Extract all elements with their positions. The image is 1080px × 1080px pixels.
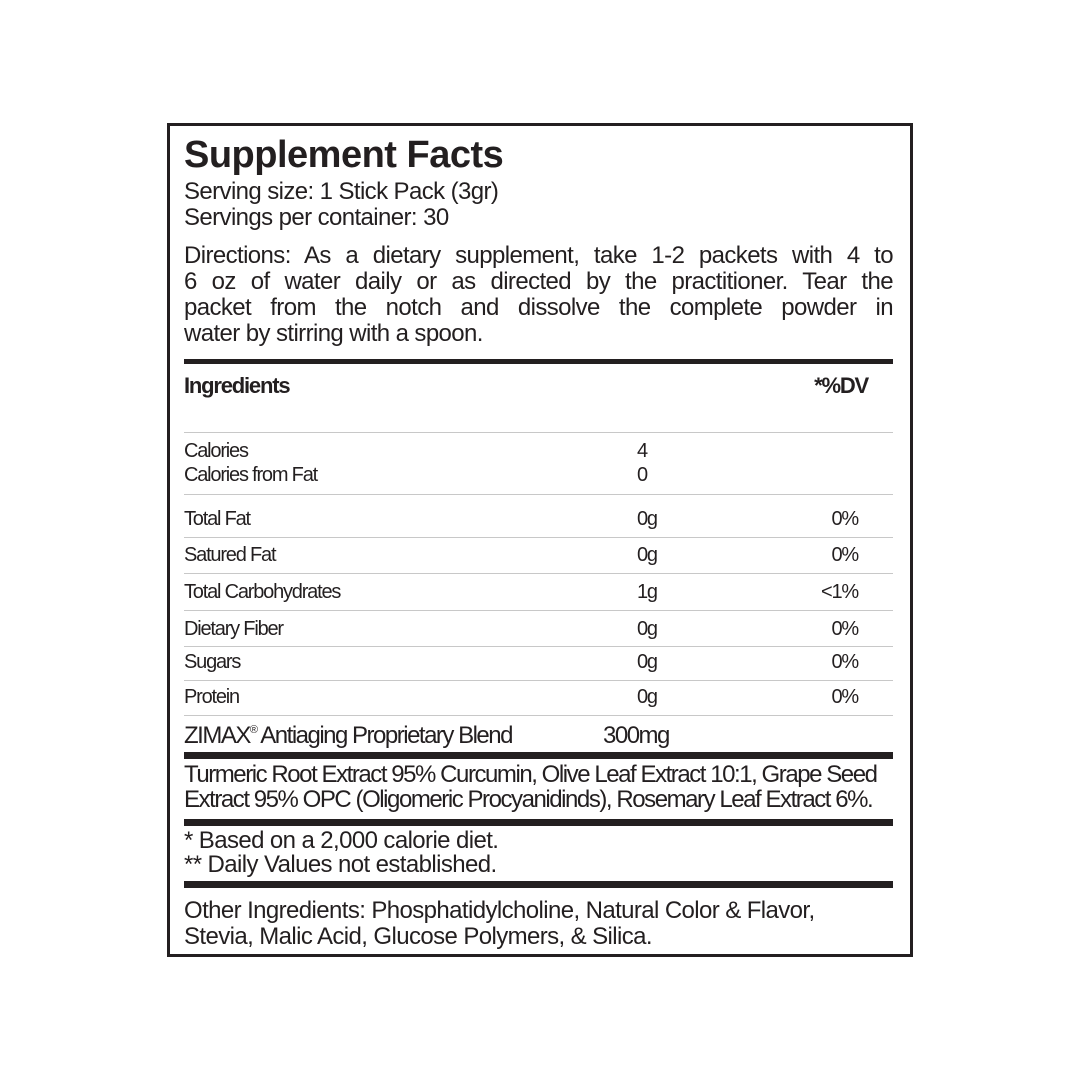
blend-label: ZIMAX® Antiaging Proprietary Blend bbox=[184, 722, 513, 749]
divider bbox=[184, 610, 893, 611]
ingredients-header: Ingredients bbox=[184, 373, 291, 398]
divider bbox=[184, 680, 893, 681]
nutrient-dv: <1% bbox=[821, 581, 859, 603]
directions-line: water by stirring with a spoon. bbox=[184, 320, 483, 347]
calories-value: 4 bbox=[637, 440, 648, 462]
blend-ingredients-line: Extract 95% OPC (Oligomeric Procyanidind… bbox=[184, 786, 874, 813]
divider-thick bbox=[184, 819, 893, 826]
dv-header: *%DV bbox=[814, 373, 869, 398]
nutrient-label: Dietary Fiber bbox=[184, 618, 284, 640]
nutrient-dv: 0% bbox=[831, 508, 859, 530]
nutrient-dv: 0% bbox=[831, 686, 859, 708]
footnote: ** Daily Values not established. bbox=[184, 851, 497, 878]
directions-line: packet from the notch and dissolve the c… bbox=[184, 294, 894, 321]
divider-thick bbox=[184, 359, 893, 364]
nutrient-amount: 0g bbox=[637, 651, 658, 673]
footnote: * Based on a 2,000 calorie diet. bbox=[184, 827, 499, 854]
nutrient-label: Total Carbohydrates bbox=[184, 581, 341, 603]
supplement-facts-panel bbox=[167, 123, 913, 957]
calories-from-fat-value: 0 bbox=[637, 464, 648, 486]
divider bbox=[184, 537, 893, 538]
nutrient-label: Sugars bbox=[184, 651, 241, 673]
divider bbox=[184, 573, 893, 574]
nutrient-dv: 0% bbox=[831, 651, 859, 673]
serving-size: Serving size: 1 Stick Pack (3gr) bbox=[184, 178, 499, 205]
divider bbox=[184, 432, 893, 433]
directions-line: 6 oz of water daily or as directed by th… bbox=[184, 268, 894, 295]
other-ingredients-line: Stevia, Malic Acid, Glucose Polymers, & … bbox=[184, 923, 653, 950]
blend-ingredients-line: Turmeric Root Extract 95% Curcumin, Oliv… bbox=[184, 761, 878, 788]
nutrient-dv: 0% bbox=[831, 544, 859, 566]
nutrient-label: Satured Fat bbox=[184, 544, 277, 566]
blend-brand: ZIMAX bbox=[184, 722, 251, 749]
calories-from-fat-label: Calories from Fat bbox=[184, 464, 318, 486]
nutrient-amount: 0g bbox=[637, 508, 658, 530]
blend-name: Antiaging Proprietary Blend bbox=[256, 722, 513, 749]
nutrient-label: Total Fat bbox=[184, 508, 251, 530]
divider bbox=[184, 494, 893, 495]
nutrient-amount: 0g bbox=[637, 686, 658, 708]
divider bbox=[184, 646, 893, 647]
divider bbox=[184, 715, 893, 716]
panel-title: Supplement Facts bbox=[184, 134, 504, 176]
nutrient-dv: 0% bbox=[831, 618, 859, 640]
nutrient-amount: 0g bbox=[637, 544, 658, 566]
registered-mark: ® bbox=[249, 724, 258, 736]
nutrient-amount: 1g bbox=[637, 581, 658, 603]
nutrient-label: Protein bbox=[184, 686, 240, 708]
divider-thick bbox=[184, 881, 893, 888]
divider-thick bbox=[184, 752, 893, 759]
other-ingredients-line: Other Ingredients: Phosphatidylcholine, … bbox=[184, 897, 815, 924]
blend-amount: 300mg bbox=[603, 722, 670, 749]
directions-line: Directions: As a dietary supplement, tak… bbox=[184, 242, 894, 269]
servings-per-container: Servings per container: 30 bbox=[184, 204, 449, 231]
calories-label: Calories bbox=[184, 440, 249, 462]
nutrient-amount: 0g bbox=[637, 618, 658, 640]
